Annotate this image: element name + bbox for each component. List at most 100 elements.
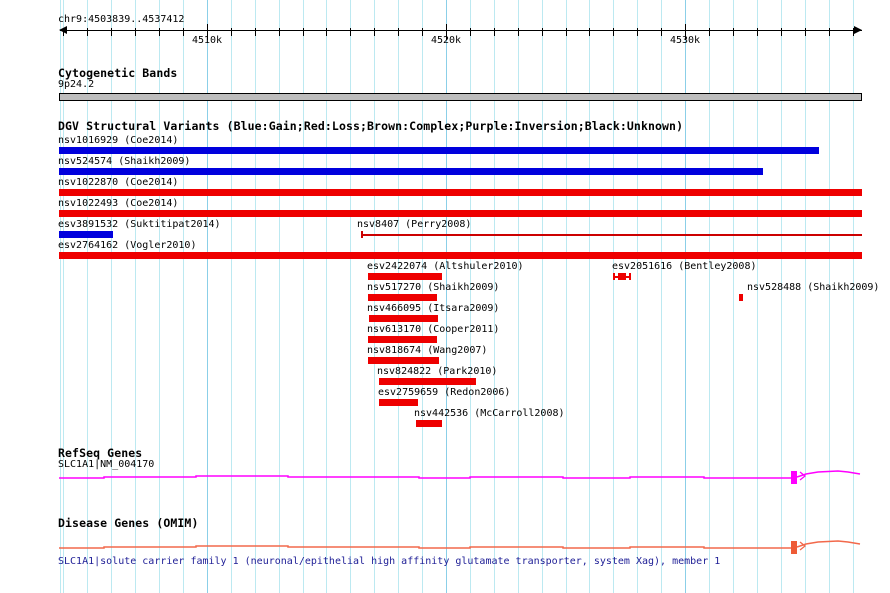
- gridline: [709, 0, 710, 593]
- variant-label[interactable]: nsv1022493 (Coe2014): [58, 198, 179, 209]
- gridline-major: [446, 0, 447, 593]
- variant-bar[interactable]: [368, 273, 442, 280]
- variant-label[interactable]: esv2764162 (Vogler2010): [58, 240, 197, 251]
- ruler-minor-tick: [542, 28, 543, 36]
- ruler-minor-tick: [757, 28, 758, 36]
- variant-bar[interactable]: [379, 378, 476, 385]
- gridline: [661, 0, 662, 593]
- variant-label[interactable]: nsv1016929 (Coe2014): [58, 135, 179, 146]
- ruler-minor-tick: [637, 28, 638, 36]
- variant-range-endtick: [629, 273, 631, 280]
- variant-bar[interactable]: [368, 294, 437, 301]
- ruler-minor-tick: [494, 28, 495, 36]
- ruler-minor-tick: [733, 28, 734, 36]
- ruler-tick-label: 4530k: [669, 35, 701, 46]
- gridline: [350, 0, 351, 593]
- gridline: [518, 0, 519, 593]
- gridline: [781, 0, 782, 593]
- ruler-tick-label: 4510k: [191, 35, 223, 46]
- gridline: [566, 0, 567, 593]
- variant-label[interactable]: nsv613170 (Cooper2011): [367, 324, 500, 335]
- variant-label[interactable]: nsv466095 (Itsara2009): [367, 303, 500, 314]
- variant-label[interactable]: nsv818674 (Wang2007): [367, 345, 488, 356]
- variant-label[interactable]: esv2422074 (Altshuler2010): [367, 261, 524, 272]
- gridline: [853, 0, 854, 593]
- variant-bar[interactable]: [379, 399, 418, 406]
- variant-label[interactable]: nsv1022870 (Coe2014): [58, 177, 179, 188]
- gridline: [183, 0, 184, 593]
- ruler-minor-tick: [853, 28, 854, 36]
- gridline: [303, 0, 304, 593]
- gridline: [494, 0, 495, 593]
- gridline: [733, 0, 734, 593]
- variant-label[interactable]: nsv442536 (McCarroll2008): [414, 408, 565, 419]
- gridline-major: [685, 0, 686, 593]
- ruler-line: [59, 30, 863, 31]
- variant-bar[interactable]: [618, 273, 626, 280]
- ruler-minor-tick: [374, 28, 375, 36]
- ruler-tick-label: 4520k: [430, 35, 462, 46]
- ruler-minor-tick: [781, 28, 782, 36]
- variant-label[interactable]: nsv524574 (Shaikh2009): [58, 156, 191, 167]
- ruler-major-tick: [207, 24, 208, 40]
- ruler-minor-tick: [326, 28, 327, 36]
- variant-label[interactable]: esv3891532 (Suktitipat2014): [58, 219, 221, 230]
- exon-box: [791, 471, 797, 484]
- exon-box: [791, 541, 797, 554]
- variant-range-endtick: [361, 231, 363, 238]
- variant-bar[interactable]: [59, 210, 862, 217]
- ruler-major-tick: [446, 24, 447, 40]
- ruler-minor-tick: [111, 28, 112, 36]
- gridline: [231, 0, 232, 593]
- variant-bar[interactable]: [59, 252, 862, 259]
- variant-label[interactable]: nsv824822 (Park2010): [377, 366, 498, 377]
- variant-bar[interactable]: [59, 231, 113, 238]
- gridline: [255, 0, 256, 593]
- ruler-minor-tick: [183, 28, 184, 36]
- variant-label[interactable]: nsv517270 (Shaikh2009): [367, 282, 500, 293]
- omim-track-title: Disease Genes (OMIM): [58, 516, 199, 530]
- cytoband-bar: [59, 93, 862, 101]
- variant-range-endtick: [613, 273, 615, 280]
- variant-label[interactable]: esv2759659 (Redon2006): [378, 387, 511, 398]
- variant-bar[interactable]: [368, 336, 437, 343]
- ruler-minor-tick: [566, 28, 567, 36]
- variant-label[interactable]: nsv8407 (Perry2008): [357, 219, 472, 230]
- ruler-minor-tick: [231, 28, 232, 36]
- variant-bar[interactable]: [59, 189, 862, 196]
- refseq-gene-label[interactable]: SLC1A1|NM_004170: [58, 459, 155, 470]
- ruler-minor-tick: [255, 28, 256, 36]
- variant-bar[interactable]: [739, 294, 743, 301]
- ruler-minor-tick: [470, 28, 471, 36]
- gridline: [111, 0, 112, 593]
- variant-label[interactable]: nsv528488 (Shaikh2009): [747, 282, 880, 293]
- gridline: [757, 0, 758, 593]
- gridline: [60, 0, 61, 593]
- variant-bar[interactable]: [368, 357, 439, 364]
- ruler-minor-tick: [422, 28, 423, 36]
- gridline: [613, 0, 614, 593]
- gridline-major: [207, 0, 208, 593]
- refseq-gene-model[interactable]: [59, 470, 861, 484]
- ruler-minor-tick: [805, 28, 806, 36]
- variant-bar[interactable]: [416, 420, 442, 427]
- omim-gene-model[interactable]: [59, 540, 861, 554]
- ruler-arrow-right-icon: [854, 26, 863, 34]
- gridline: [159, 0, 160, 593]
- dgv-track-title: DGV Structural Variants (Blue:Gain;Red:L…: [58, 119, 684, 133]
- variant-range-line[interactable]: [361, 234, 862, 236]
- ruler-minor-tick: [661, 28, 662, 36]
- gridline: [87, 0, 88, 593]
- variant-bar[interactable]: [59, 168, 763, 175]
- variant-bar[interactable]: [59, 147, 819, 154]
- ruler-minor-tick: [398, 28, 399, 36]
- variant-label[interactable]: esv2051616 (Bentley2008): [612, 261, 757, 272]
- cytobands-track-title: Cytogenetic Bands: [58, 66, 178, 80]
- gridline: [63, 0, 64, 593]
- gridline: [326, 0, 327, 593]
- ruler-minor-tick: [135, 28, 136, 36]
- variant-bar[interactable]: [369, 315, 438, 322]
- omim-gene-description[interactable]: SLC1A1|solute carrier family 1 (neuronal…: [58, 556, 721, 567]
